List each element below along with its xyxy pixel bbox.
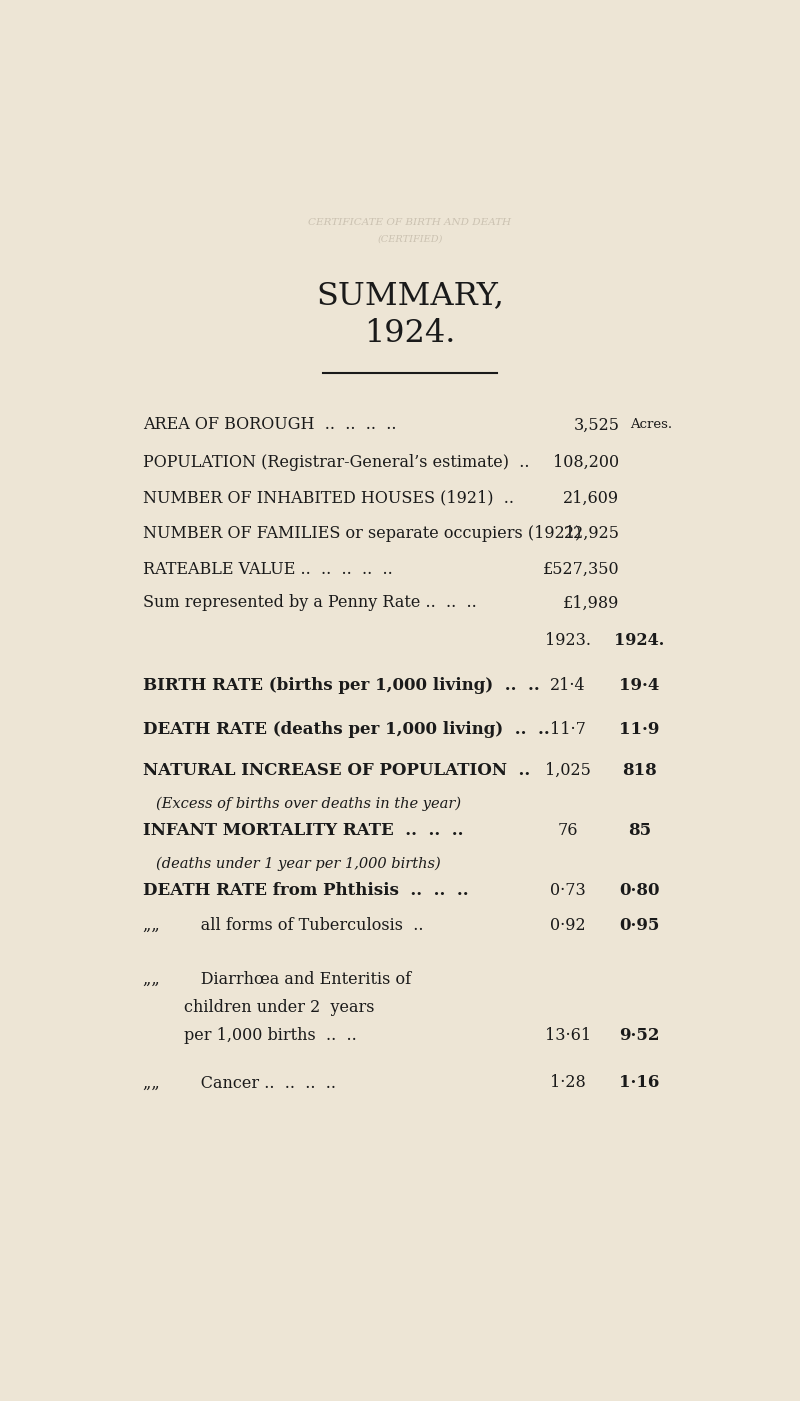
Text: POPULATION (Registrar-General’s estimate)  ..: POPULATION (Registrar-General’s estimate… [143, 454, 530, 471]
Text: 19·4: 19·4 [619, 678, 659, 695]
Text: (deaths under 1 year per 1,000 births): (deaths under 1 year per 1,000 births) [156, 857, 441, 871]
Text: 21,609: 21,609 [563, 490, 619, 507]
Text: 0·92: 0·92 [550, 916, 586, 934]
Text: 11·9: 11·9 [619, 720, 659, 737]
Text: 21·4: 21·4 [550, 678, 586, 695]
Text: BIRTH RATE (births per 1,000 living)  ..  ..: BIRTH RATE (births per 1,000 living) .. … [143, 678, 540, 695]
Text: 11·7: 11·7 [550, 720, 586, 737]
Text: 3,525: 3,525 [574, 416, 619, 433]
Text: Sum represented by a Penny Rate ..  ..  ..: Sum represented by a Penny Rate .. .. .. [143, 594, 477, 611]
Text: DEATH RATE (deaths per 1,000 living)  ..  ..: DEATH RATE (deaths per 1,000 living) .. … [143, 720, 550, 737]
Text: 0·73: 0·73 [550, 883, 586, 899]
Text: 13·61: 13·61 [545, 1027, 591, 1044]
Text: 1924.: 1924. [614, 632, 665, 649]
Text: „„        all forms of Tuberculosis  ..: „„ all forms of Tuberculosis .. [143, 916, 424, 934]
Text: 76: 76 [558, 822, 578, 839]
Text: Acres.: Acres. [630, 419, 672, 432]
Text: 1,025: 1,025 [545, 762, 591, 779]
Text: DEATH RATE from Phthisis  ..  ..  ..: DEATH RATE from Phthisis .. .. .. [143, 883, 469, 899]
Text: „„        Diarrhœa and Enteritis of: „„ Diarrhœa and Enteritis of [143, 971, 411, 988]
Text: 1924.: 1924. [364, 318, 456, 349]
Text: AREA OF BOROUGH  ..  ..  ..  ..: AREA OF BOROUGH .. .. .. .. [143, 416, 397, 433]
Text: 818: 818 [622, 762, 657, 779]
Text: £527,350: £527,350 [543, 560, 619, 579]
Text: NUMBER OF INHABITED HOUSES (1921)  ..: NUMBER OF INHABITED HOUSES (1921) .. [143, 490, 514, 507]
Text: NUMBER OF FAMILIES or separate occupiers (1921): NUMBER OF FAMILIES or separate occupiers… [143, 525, 582, 542]
Text: 1923.: 1923. [545, 632, 591, 649]
Text: 0·80: 0·80 [619, 883, 660, 899]
Text: 9·52: 9·52 [619, 1027, 660, 1044]
Text: £1,989: £1,989 [563, 594, 619, 611]
Text: children under 2  years: children under 2 years [143, 999, 375, 1016]
Text: 1·16: 1·16 [619, 1075, 659, 1091]
Text: 108,200: 108,200 [554, 454, 619, 471]
Text: INFANT MORTALITY RATE  ..  ..  ..: INFANT MORTALITY RATE .. .. .. [143, 822, 464, 839]
Text: (CERTIFIED): (CERTIFIED) [378, 235, 442, 244]
Text: (Excess of births over deaths in the year): (Excess of births over deaths in the yea… [156, 796, 461, 811]
Text: CERTIFICATE OF BIRTH AND DEATH: CERTIFICATE OF BIRTH AND DEATH [309, 217, 511, 227]
Text: 85: 85 [628, 822, 651, 839]
Text: „„        Cancer ..  ..  ..  ..: „„ Cancer .. .. .. .. [143, 1075, 336, 1091]
Text: NATURAL INCREASE OF POPULATION  ..: NATURAL INCREASE OF POPULATION .. [143, 762, 530, 779]
Text: SUMMARY,: SUMMARY, [316, 280, 504, 311]
Text: RATEABLE VALUE ..  ..  ..  ..  ..: RATEABLE VALUE .. .. .. .. .. [143, 560, 393, 579]
Text: per 1,000 births  ..  ..: per 1,000 births .. .. [143, 1027, 357, 1044]
Text: 22,925: 22,925 [563, 525, 619, 542]
Text: 1·28: 1·28 [550, 1075, 586, 1091]
Text: 0·95: 0·95 [619, 916, 659, 934]
